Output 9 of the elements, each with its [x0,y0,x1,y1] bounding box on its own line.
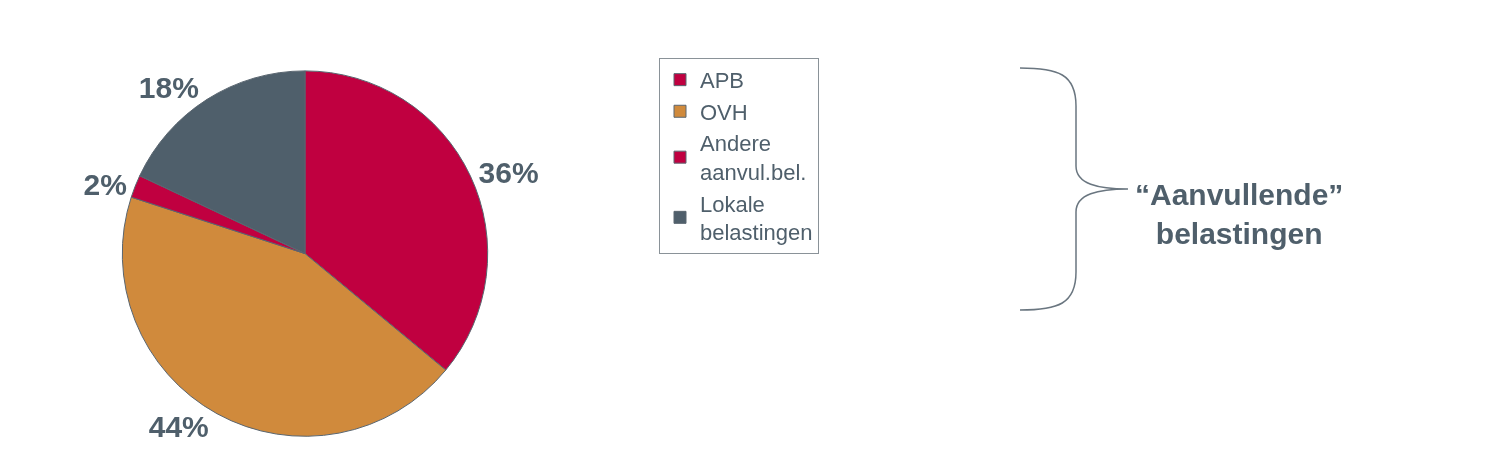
data-label: 36% [478,156,539,190]
data-label: 2% [83,167,127,201]
data-label: 18% [138,71,199,105]
legend-label: Andere aanvul.bel. [700,131,807,186]
legend-label: APB [700,68,745,94]
legend-label: Lokale belastingen [700,191,813,246]
legend-label: OVH [700,99,748,125]
text: “Aanvullende” belastingen [1135,178,1344,250]
data-label: 44% [148,409,209,443]
